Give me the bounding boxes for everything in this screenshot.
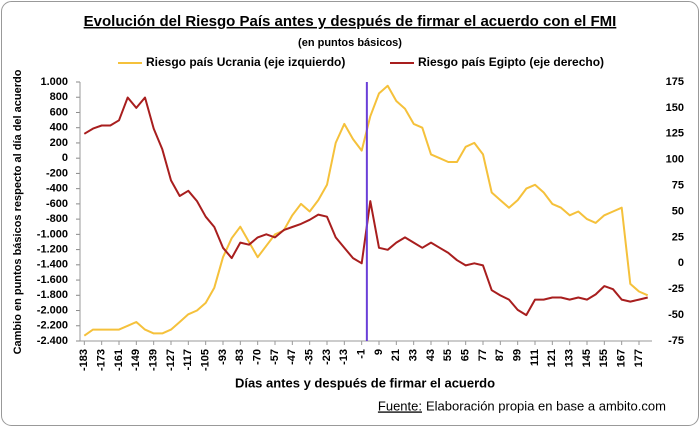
x-tick-label: -161 bbox=[113, 349, 125, 371]
x-tick-label: 155 bbox=[598, 349, 610, 367]
y2-tick-label: 125 bbox=[666, 128, 684, 140]
chart-title: Evolución del Riesgo País antes y despué… bbox=[84, 13, 617, 30]
x-tick-label: 33 bbox=[408, 349, 420, 361]
y-tick-label: -1.400 bbox=[37, 259, 68, 271]
y-tick-label: 600 bbox=[50, 106, 68, 118]
x-tick-label: 43 bbox=[425, 349, 437, 361]
x-tick-label: -1 bbox=[356, 349, 368, 359]
x-tick-label: -13 bbox=[338, 349, 350, 365]
y2-tick-label: 175 bbox=[666, 76, 684, 88]
y2-tick-label: 25 bbox=[672, 231, 684, 243]
y-tick-label: -2.400 bbox=[37, 335, 68, 347]
y-tick-label: -1.600 bbox=[37, 274, 68, 286]
x-tick-label: -93 bbox=[217, 349, 229, 365]
source: Elaboración propia en base a ambito.com bbox=[426, 398, 666, 413]
x-tick-label: 99 bbox=[512, 349, 524, 361]
x-tick-label: 167 bbox=[616, 349, 628, 367]
x-tick-label: 121 bbox=[546, 349, 558, 367]
x-tick-label: 111 bbox=[529, 349, 541, 366]
y-tick-label: 1.000 bbox=[40, 76, 68, 88]
x-tick-label: 9 bbox=[373, 349, 385, 355]
x-tick-label: 21 bbox=[390, 349, 402, 361]
x-tick-label: -149 bbox=[130, 349, 142, 371]
x-tick-label: 145 bbox=[581, 349, 593, 367]
y2-tick-label: -75 bbox=[668, 335, 684, 347]
y-tick-label: -200 bbox=[46, 167, 68, 179]
x-tick-label: 177 bbox=[633, 349, 645, 367]
y-tick-label: 400 bbox=[50, 122, 68, 134]
y-tick-label: -1.200 bbox=[37, 243, 68, 255]
x-tick-label: 77 bbox=[477, 349, 489, 361]
y2-tick-label: 50 bbox=[672, 205, 684, 217]
y-tick-label: -400 bbox=[46, 183, 68, 195]
y-tick-label: 0 bbox=[62, 152, 68, 164]
chart-subtitle: (en puntos básicos) bbox=[298, 37, 402, 49]
y2-tick-label: -50 bbox=[668, 309, 684, 321]
y-tick-label: 800 bbox=[50, 91, 68, 103]
x-tick-label: -173 bbox=[96, 349, 108, 371]
x-tick-label: 65 bbox=[460, 349, 472, 361]
x-tick-label: 133 bbox=[564, 349, 576, 367]
x-tick-label: -105 bbox=[200, 349, 212, 371]
x-tick-label: 87 bbox=[494, 349, 506, 361]
y2-tick-label: 100 bbox=[666, 154, 684, 166]
source-label: Fuente: bbox=[378, 398, 422, 413]
legend-label: Riesgo país Ucrania (eje izquierdo) bbox=[146, 55, 345, 69]
x-tick-label: -117 bbox=[182, 349, 194, 370]
x-tick-label: -47 bbox=[286, 349, 298, 365]
x-axis-title: Días antes y después de firmar el acuerd… bbox=[235, 375, 495, 390]
y2-tick-label: -25 bbox=[668, 283, 684, 295]
y-tick-label: 200 bbox=[50, 137, 68, 149]
x-tick-label: -35 bbox=[304, 349, 316, 365]
y-tick-label: -1.000 bbox=[37, 228, 68, 240]
y-axis-title: Cambio en puntos básicos respecto al día… bbox=[12, 69, 24, 354]
y2-tick-label: 75 bbox=[672, 180, 684, 192]
x-tick-label: 55 bbox=[442, 349, 454, 361]
x-tick-label: -83 bbox=[234, 349, 246, 365]
y2-tick-label: 150 bbox=[666, 102, 684, 114]
x-tick-label: -183 bbox=[78, 349, 90, 371]
y-tick-label: -1.800 bbox=[37, 289, 68, 301]
y-tick-label: -600 bbox=[46, 198, 68, 210]
x-tick-label: -23 bbox=[321, 349, 333, 365]
x-tick-label: -57 bbox=[269, 349, 281, 365]
x-tick-label: -139 bbox=[148, 349, 160, 371]
x-tick-label: -127 bbox=[165, 349, 177, 371]
y2-tick-label: 0 bbox=[678, 257, 684, 269]
y-tick-label: -800 bbox=[46, 213, 68, 225]
x-tick-label: -70 bbox=[252, 349, 264, 365]
legend-label: Riesgo país Egipto (eje derecho) bbox=[418, 55, 604, 69]
y-tick-label: -2.000 bbox=[37, 304, 68, 316]
y-tick-label: -2.200 bbox=[37, 320, 68, 332]
